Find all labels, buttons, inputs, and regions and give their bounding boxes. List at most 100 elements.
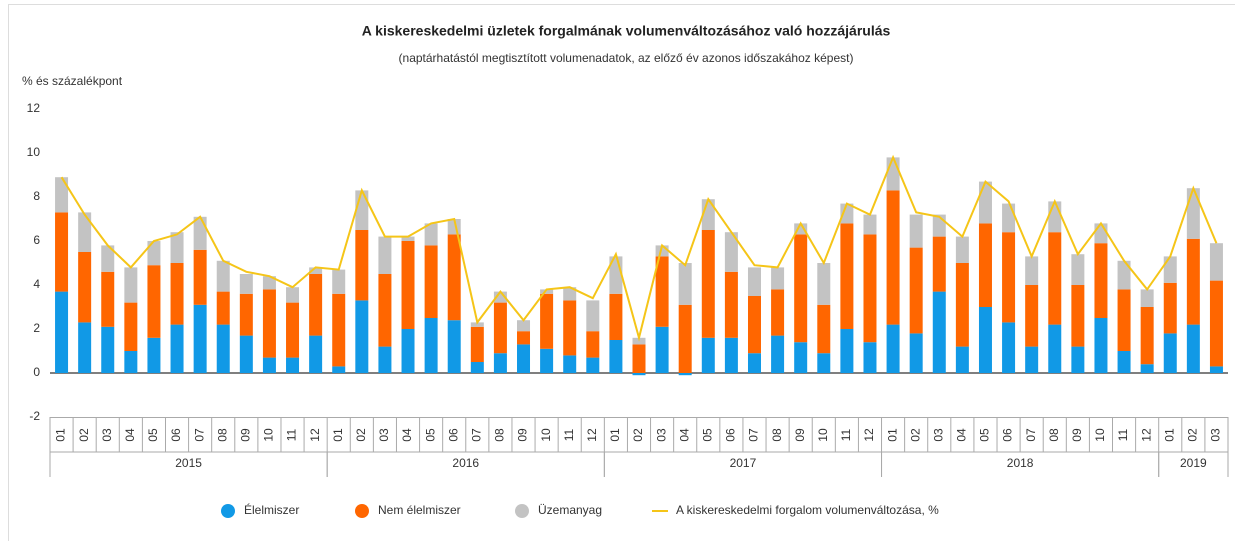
x-tick-label: 06 bbox=[724, 428, 738, 442]
x-tick-label: 07 bbox=[192, 428, 206, 442]
x-tick-label: 04 bbox=[400, 428, 414, 442]
bar-segment bbox=[886, 190, 900, 325]
bar-segment bbox=[540, 348, 554, 373]
bar-segment bbox=[1117, 351, 1131, 373]
bar-segment bbox=[470, 322, 484, 327]
bar-segment bbox=[1117, 260, 1131, 290]
bar-segment bbox=[517, 344, 531, 373]
bar-segment bbox=[1186, 238, 1200, 325]
x-tick-label: 06 bbox=[169, 428, 183, 442]
bar-segment bbox=[493, 353, 507, 373]
bar-segment bbox=[1209, 243, 1223, 281]
x-tick-label: 02 bbox=[1186, 428, 1200, 442]
bar-segment bbox=[1048, 232, 1062, 325]
bar-segment bbox=[655, 245, 669, 257]
x-tick-label: 11 bbox=[839, 428, 853, 441]
bar-segment bbox=[909, 214, 923, 248]
bar-segment bbox=[1002, 203, 1016, 233]
bar-segment bbox=[609, 293, 623, 340]
legend-swatch bbox=[515, 504, 529, 518]
bar-segment bbox=[747, 353, 761, 373]
x-tick-label: 10 bbox=[539, 428, 553, 442]
bar-segment bbox=[563, 300, 577, 356]
bar-segment bbox=[955, 346, 969, 373]
x-tick-label: 02 bbox=[77, 428, 91, 442]
x-tick-label: 03 bbox=[931, 428, 945, 442]
x-tick-label: 06 bbox=[1001, 428, 1015, 442]
year-label: 2015 bbox=[175, 456, 202, 470]
bar-segment bbox=[1094, 223, 1108, 244]
bar-segment bbox=[771, 267, 785, 290]
bar-segment bbox=[286, 287, 300, 303]
bar-segment bbox=[863, 234, 877, 343]
bar-segment bbox=[863, 342, 877, 373]
line bbox=[60, 154, 1218, 342]
bar-segment bbox=[193, 304, 207, 373]
bar-segment bbox=[262, 276, 276, 290]
x-tick-label: 01 bbox=[54, 428, 68, 442]
bar-segment bbox=[401, 236, 415, 241]
x-tick-label: 11 bbox=[562, 428, 576, 441]
bar-segment bbox=[239, 335, 253, 373]
y-tick-label: 6 bbox=[33, 233, 40, 247]
bar-segment bbox=[401, 329, 415, 373]
bar-segment bbox=[309, 274, 323, 336]
legend-label: Élelmiszer bbox=[244, 502, 299, 517]
legend-label: Nem élelmiszer bbox=[378, 503, 461, 517]
bar-segment bbox=[78, 212, 92, 252]
bar-segment bbox=[355, 300, 369, 373]
bar-segment bbox=[124, 267, 138, 303]
bar-segment bbox=[447, 234, 461, 321]
bar-segment bbox=[1163, 256, 1177, 283]
bar-segment bbox=[55, 212, 69, 292]
x-tick-label: 02 bbox=[908, 428, 922, 442]
bar-segment bbox=[678, 373, 692, 376]
legend-label: Üzemanyag bbox=[538, 503, 602, 517]
bar-segment bbox=[470, 326, 484, 362]
bar-segment bbox=[540, 293, 554, 349]
x-tick-label: 05 bbox=[423, 428, 437, 442]
y-tick-label: -2 bbox=[29, 409, 40, 423]
bar-segment bbox=[1025, 346, 1039, 373]
bar-segment bbox=[840, 203, 854, 224]
bar-segment bbox=[355, 230, 369, 301]
bar-segment bbox=[840, 223, 854, 329]
bar-segment bbox=[1094, 243, 1108, 318]
bar-segment bbox=[262, 289, 276, 358]
y-axis-label: % és százalékpont bbox=[22, 74, 123, 88]
y-tick-label: 8 bbox=[33, 189, 40, 203]
bar-segment bbox=[724, 337, 738, 373]
bar-segment bbox=[1163, 333, 1177, 373]
bar-segment bbox=[840, 329, 854, 373]
x-tick-label: 02 bbox=[354, 428, 368, 442]
x-tick-label: 02 bbox=[631, 428, 645, 442]
bar-segment bbox=[886, 157, 900, 191]
frame bbox=[8, 4, 1235, 541]
x-tick-label: 10 bbox=[262, 428, 276, 442]
legend-label: A kiskereskedelmi forgalom volumenváltoz… bbox=[676, 503, 939, 517]
bar-segment bbox=[78, 322, 92, 373]
bar-segment bbox=[170, 324, 184, 373]
bar-segment bbox=[1025, 285, 1039, 347]
bar-segment bbox=[1186, 188, 1200, 239]
bar-segment bbox=[309, 267, 323, 274]
x-tick-label: 03 bbox=[100, 428, 114, 442]
bar-segment bbox=[193, 216, 207, 250]
bar-segment bbox=[1048, 201, 1062, 233]
bar-segment bbox=[101, 326, 115, 373]
bar-segment bbox=[147, 265, 161, 338]
bar-segment bbox=[724, 271, 738, 338]
x-tick-label: 12 bbox=[308, 428, 322, 442]
year-label: 2016 bbox=[452, 456, 479, 470]
x-tick-label: 04 bbox=[955, 428, 969, 442]
bar-segment bbox=[632, 344, 646, 373]
bar-segment bbox=[817, 263, 831, 305]
x-tick-label: 08 bbox=[215, 428, 229, 442]
bar-segment bbox=[216, 291, 230, 325]
bar-segment bbox=[701, 230, 715, 338]
bar-segment bbox=[147, 337, 161, 373]
bar-segment bbox=[147, 241, 161, 266]
x-tick-label: 09 bbox=[1070, 428, 1084, 442]
bar-segment bbox=[771, 335, 785, 373]
